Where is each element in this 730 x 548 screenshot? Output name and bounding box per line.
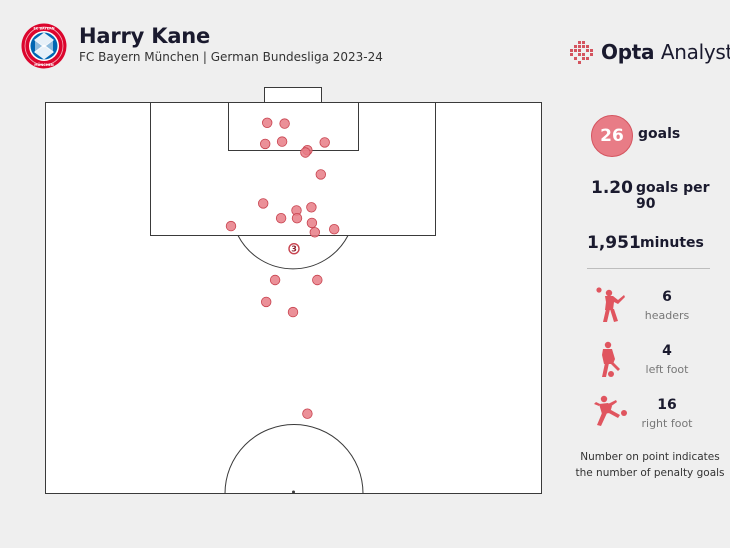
six-yard-box: [228, 102, 359, 151]
legend-note: Number on point indicates the number of …: [572, 449, 728, 481]
brand-name-light: Analyst: [660, 40, 730, 64]
right-foot-label: right foot: [641, 417, 693, 430]
left-foot-player-icon: [602, 341, 620, 377]
shot-point: [300, 147, 311, 158]
right-foot-count: 16: [657, 397, 677, 413]
penalty-count-label: 3: [291, 245, 297, 254]
shot-point: [279, 118, 290, 129]
legend-note-line-1: Number on point indicates: [580, 451, 720, 463]
minutes-value: 1,951: [587, 233, 641, 253]
svg-text:MÜNCHEN: MÜNCHEN: [34, 62, 54, 67]
shot-points-group: 3: [225, 117, 340, 419]
brand-name-bold: Opta: [601, 40, 655, 64]
penalty-arc: [237, 235, 349, 270]
shot-point: [302, 408, 313, 419]
goals-per-90-value: 1.20: [591, 178, 633, 198]
headers-label: headers: [644, 309, 690, 322]
opta-logo-icon: [570, 41, 593, 64]
player-name: Harry Kane: [79, 24, 211, 48]
goal-frame: [264, 87, 322, 103]
shot-point: [258, 198, 269, 209]
shot-point: [262, 117, 273, 129]
svg-text:FC BAYERN: FC BAYERN: [33, 26, 54, 30]
header-player-icon: [596, 287, 625, 322]
shot-point: [276, 136, 288, 147]
shot-point: [306, 217, 318, 229]
goals-label: goals: [638, 126, 681, 142]
goals-per-90-label: goals per 90: [636, 180, 710, 212]
headers-count: 6: [662, 289, 672, 305]
shot-point: [306, 202, 317, 213]
left-foot-count: 4: [662, 343, 672, 359]
shot-point: [312, 274, 323, 286]
centre-spot: [292, 490, 295, 494]
header: FC BAYERN MÜNCHEN Harry Kane FC Bayern M…: [0, 0, 730, 80]
centre-circle-arc: [224, 424, 364, 494]
shot-point: [287, 306, 299, 318]
shot-map-pitch: 3: [45, 87, 542, 494]
shot-point: [269, 274, 281, 286]
shot-point: [319, 137, 330, 148]
shot-point: [261, 296, 272, 308]
brand-name: Opta Analyst: [601, 40, 730, 64]
bayern-munich-logo: FC BAYERN MÜNCHEN: [21, 23, 67, 69]
goals-count-badge: 26: [591, 115, 633, 157]
shot-point: [315, 169, 327, 180]
shot-point: [309, 227, 321, 238]
left-foot-label: left foot: [645, 363, 689, 376]
shot-point: [260, 138, 271, 150]
shot-point: [275, 212, 287, 224]
pitch-outline: [45, 102, 542, 494]
legend-note-line-2: the number of penalty goals: [575, 467, 725, 479]
shot-point: [288, 242, 300, 255]
shot-point: [291, 212, 303, 224]
shot-point: [225, 220, 237, 232]
chart-subtitle: FC Bayern München | German Bundesliga 20…: [79, 50, 383, 64]
minutes-label: minutes: [640, 235, 704, 251]
right-foot-player-icon: [594, 395, 627, 426]
stats-divider: [587, 268, 710, 269]
shot-point: [329, 223, 340, 235]
